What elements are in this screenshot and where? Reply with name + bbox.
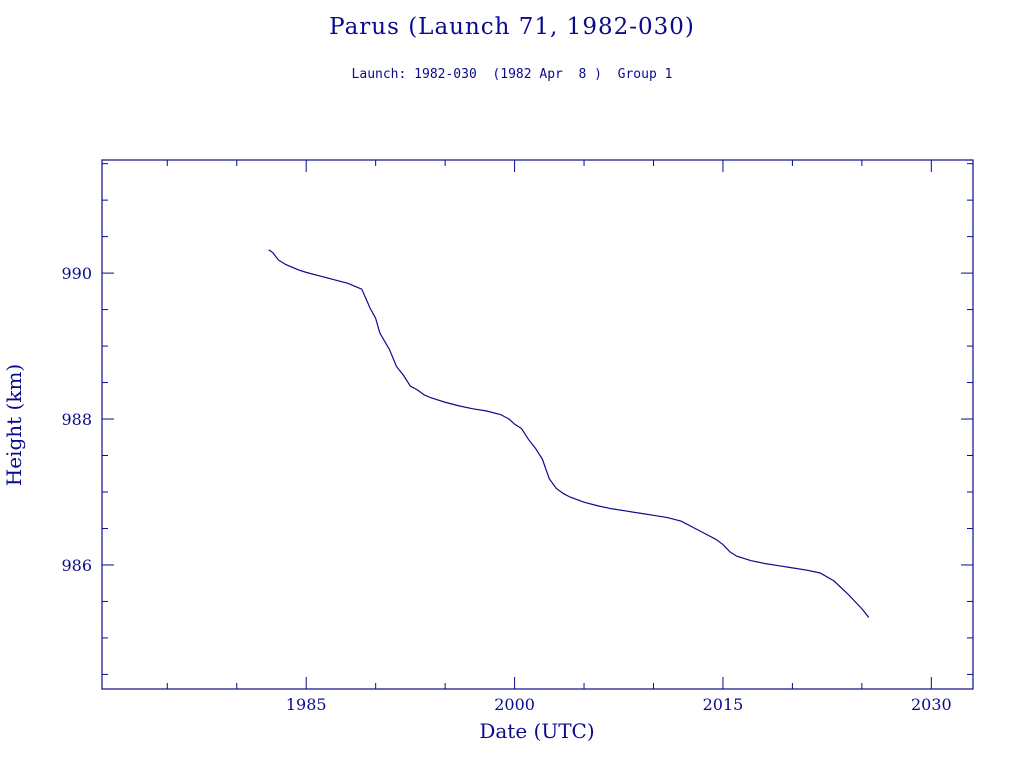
axis-tick-labels: 1985 2000 2015 2030 986 988 990: [61, 264, 951, 714]
y-tick-label: 986: [61, 556, 92, 575]
x-axis-label: Date (UTC): [479, 719, 594, 743]
x-tick-label: 2000: [494, 695, 535, 714]
chart-title: Parus (Launch 71, 1982-030): [329, 14, 695, 40]
series-line: [268, 249, 870, 618]
plot-frame: [101, 159, 974, 690]
y-axis-label: Height (km): [2, 364, 26, 486]
y-tick-label: 990: [61, 264, 92, 283]
x-tick-label: 1985: [286, 695, 327, 714]
x-tick-label: 2030: [911, 695, 952, 714]
x-tick-label: 2015: [703, 695, 744, 714]
y-tick-label: 988: [61, 410, 92, 429]
axis-ticks: [102, 160, 973, 689]
chart-subtitle: Launch: 1982-030 (1982 Apr 8 ) Group 1: [351, 67, 673, 82]
